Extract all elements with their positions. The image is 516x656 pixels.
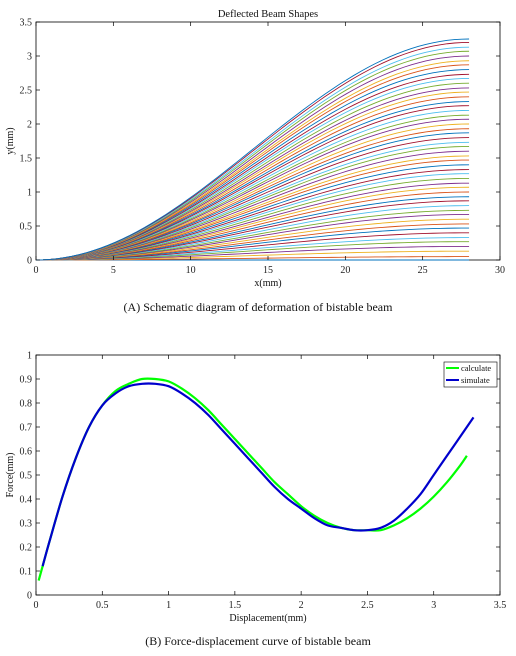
chart-b-ticks: 0 0.5 1 1.5 2 2.5 3 3.5 0 0.1 0.2 0.3 0.4 0.5 0.6 0.7 0.… [20, 351, 507, 612]
chart-a-y-tick-label: 2.5 [20, 86, 33, 97]
chart-a-y-tick-label: 3 [27, 52, 32, 63]
chart-b-x-tick-label: 1 [166, 600, 171, 611]
chart-b-x-tick-label: 3.5 [494, 600, 507, 611]
beam-curve-22 [35, 159, 470, 261]
chart-a-y-tick-label: 1 [27, 188, 32, 199]
chart-b-y-tick-label: 0 [27, 591, 32, 602]
chart-a-x-tick-label: 0 [34, 265, 39, 276]
chart-a-y-tick-label: 0 [27, 256, 32, 267]
chart-b-y-tick-label: 0.2 [20, 543, 33, 554]
chart-a-x-tick-label: 30 [495, 265, 505, 276]
chart-a-y-tick-label: 3.5 [20, 18, 33, 29]
chart-a-y-tick-label: 0.5 [20, 222, 33, 233]
chart-a-caption: (A) Schematic diagram of deformation of … [124, 300, 394, 314]
beam-curve-42 [35, 69, 470, 261]
chart-b-y-tick-label: 0.1 [20, 567, 33, 578]
chart-a-x-tick-label: 20 [340, 265, 350, 276]
chart-b-x-tick-label: 2.5 [361, 600, 374, 611]
chart-a-y-tick-label: 1.5 [20, 154, 33, 165]
chart-b-x-tick-label: 0 [34, 600, 39, 611]
chart-b-curves [37, 377, 475, 581]
chart-b-y-tick-label: 1 [27, 351, 32, 362]
chart-b-y-tick-label: 0.8 [20, 399, 33, 410]
chart-b-caption: (B) Force-displacement curve of bistable… [145, 634, 371, 648]
chart-b-x-tick-label: 3 [431, 600, 436, 611]
beam-curve-21 [35, 164, 470, 261]
chart-a-curves [35, 38, 470, 261]
chart-b-x-axis-label: Displacement(mm) [229, 613, 306, 624]
chart-b-x-tick-label: 1.5 [229, 600, 242, 611]
chart-a-x-tick-label: 15 [263, 265, 273, 276]
beam-curve-49 [35, 38, 470, 261]
chart-b-y-axis-label: Force(mm) [5, 453, 16, 498]
chart-b-y-tick-label: 0.6 [20, 447, 33, 458]
chart-b-y-tick-label: 0.9 [20, 375, 33, 386]
series-line-simulate [41, 382, 475, 567]
chart-b-y-tick-label: 0.4 [20, 495, 33, 506]
legend-label-simulate: simulate [461, 375, 490, 385]
chart-b-x-tick-label: 0.5 [96, 600, 109, 611]
legend-label-calculate: calculate [461, 363, 491, 373]
chart-a-y-axis-label: y(mm) [5, 127, 16, 154]
beam-curve-35 [35, 101, 470, 261]
chart-a-title: Deflected Beam Shapes [218, 9, 318, 20]
chart-a-x-tick-label: 10 [186, 265, 196, 276]
chart-b-y-tick-label: 0.5 [20, 471, 33, 482]
chart-b-y-tick-label: 0.3 [20, 519, 33, 530]
series-line-calculate [37, 377, 468, 581]
chart-a-x-tick-label: 5 [111, 265, 116, 276]
chart-a-ticks: 0 5 10 15 20 25 30 0 0.5 1 1.5 2 2.5 3 3.5 [20, 18, 506, 277]
chart-b-legend: calculate simulate [443, 361, 498, 388]
chart-a-x-tick-label: 25 [418, 265, 428, 276]
beam-curve-28 [35, 132, 470, 261]
chart-b-y-tick-label: 0.7 [20, 423, 33, 434]
beam-curve-41 [35, 73, 470, 261]
chart-a-y-tick-label: 2 [27, 120, 32, 131]
force-displacement-chart: 0 0.5 1 1.5 2 2.5 3 3.5 0 0.1 0.2 0.3 0.4 0.5 0.6 0.7 0.… [5, 351, 506, 649]
chart-b-x-tick-label: 2 [299, 600, 304, 611]
beam-shapes-chart: Deflected Beam Shapes 0 5 10 15 20 25 30 0 0.5 1 1… [5, 9, 505, 314]
chart-a-x-axis-label: x(mm) [254, 278, 281, 289]
legend-box [443, 361, 498, 388]
beam-curve-39 [35, 82, 470, 261]
